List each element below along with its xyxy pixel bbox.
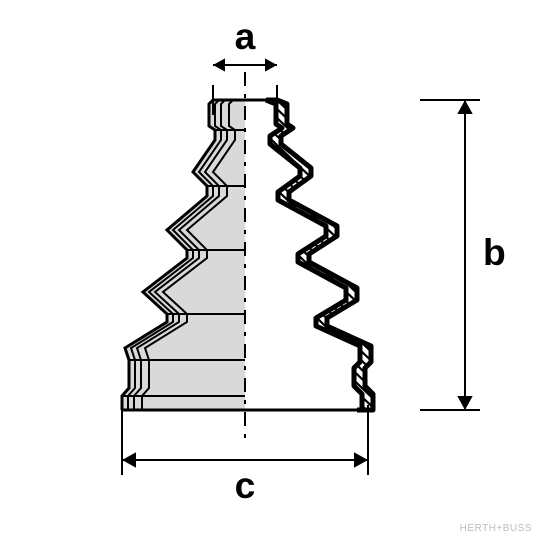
dimension-c-label: c [235,464,256,506]
diagram-container: { "diagram": { "type": "engineering-draw… [0,0,540,540]
dimension-a-label: a [235,15,256,57]
dimension-b-label: b [483,231,506,273]
drawing-svg: a b c [0,0,540,540]
watermark: HERTH+BUSS [460,523,532,534]
